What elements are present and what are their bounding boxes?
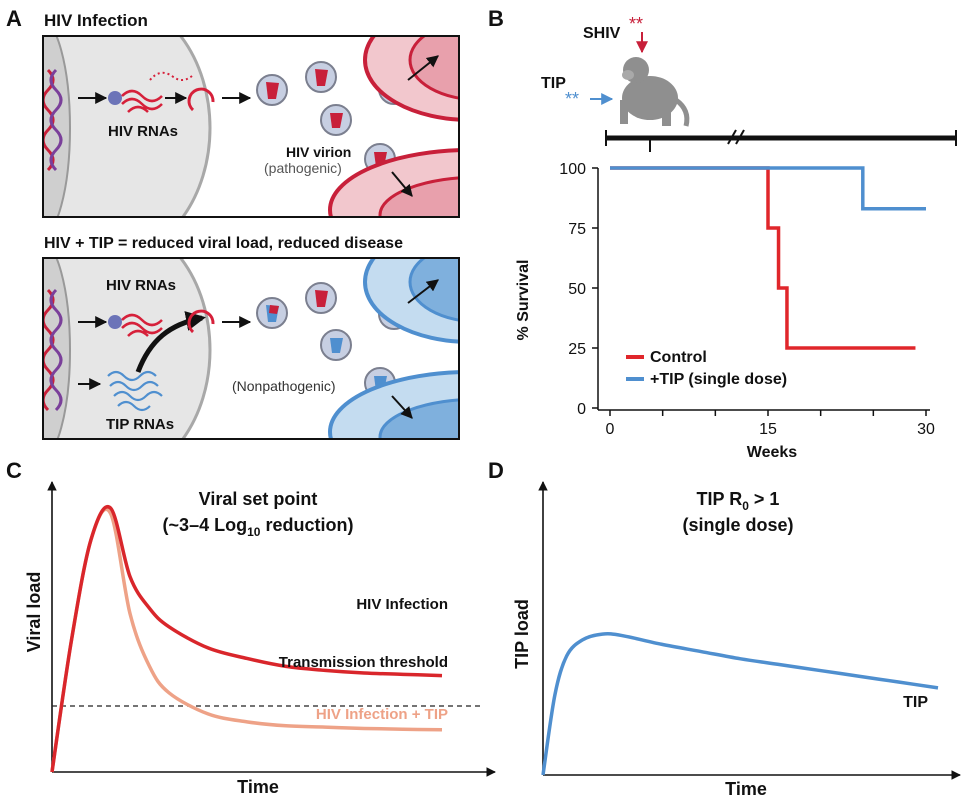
- tip-y-label: TIP load: [512, 599, 532, 669]
- ribosome-icon: [108, 91, 122, 105]
- tip-series-0: [541, 632, 939, 776]
- tip-series-label: TIP: [903, 694, 928, 711]
- legend-label: Control: [650, 349, 707, 366]
- arrow-icon: [407, 55, 439, 81]
- legend-label: +TIP (single dose): [650, 371, 787, 388]
- tip-dose-label: TIP: [541, 75, 566, 92]
- y-tick-label: 0: [577, 401, 586, 418]
- macaque-icon: [620, 57, 690, 127]
- panel-c-title-line2: (~3–4 Log10 reduction): [163, 515, 354, 539]
- axis-break-icon: [727, 129, 737, 145]
- panel-a-bottom-frame: [42, 257, 460, 440]
- panel-b-letter: B: [488, 6, 504, 31]
- tip-rna-icon: [107, 370, 163, 412]
- hiv-virion-icon: [256, 297, 288, 329]
- viral-x-label: Time: [237, 777, 279, 797]
- dna-strand: [49, 68, 63, 172]
- tip-load-chart: TIP Time TIP load: [512, 481, 961, 799]
- survival-y-label: % Survival: [515, 260, 532, 341]
- x-tick-label: 15: [759, 421, 777, 438]
- cell-membrane: [43, 258, 212, 439]
- viral-y-label: Viral load: [24, 572, 44, 653]
- budding-virion-icon: [187, 87, 215, 112]
- panel-d-title-line1: TIP R0 > 1: [697, 489, 780, 513]
- hiv-rna-icon: [121, 313, 163, 337]
- viral-load-chart: HIV Infection Transmission threshold HIV…: [24, 481, 496, 797]
- y-tick-label: 25: [568, 341, 586, 358]
- arrow-icon: [407, 279, 439, 304]
- panel-c-title-line1: Viral set point: [199, 489, 318, 509]
- arrow-icon: [391, 395, 413, 419]
- panel-d-letter: D: [488, 458, 504, 483]
- tip-x-label: Time: [725, 779, 767, 799]
- bottom-tip-rna-label: TIP RNAs: [106, 416, 174, 433]
- hiv-infection-series-label: HIV Infection: [356, 596, 448, 613]
- panel-a-top-frame: [42, 35, 460, 218]
- hiv-virion-icon: [256, 74, 288, 106]
- survival-chart: 0 25 50 75 100 0 15 30 Weeks % Survival Contro…: [515, 161, 935, 461]
- hiv-virion-icon: [320, 104, 352, 136]
- budding-virion-icon: [187, 309, 215, 334]
- top-virion-label: HIV virion: [286, 144, 351, 160]
- hiv-tip-series-label: HIV Infection + TIP: [316, 706, 448, 723]
- dna-strand: [43, 68, 55, 172]
- panel-a-top-scene: [43, 36, 459, 217]
- top-virion-sub-label: (pathogenic): [264, 160, 342, 176]
- hiv-virion-icon: [305, 282, 337, 314]
- dna-strand: [49, 288, 63, 412]
- ribosome-icon: [108, 315, 122, 329]
- x-tick-label: 0: [606, 421, 615, 438]
- viral-series-0: [50, 504, 443, 773]
- panel-d-title-line2: (single dose): [682, 515, 793, 535]
- shiv-asterisks-icon: **: [629, 14, 643, 34]
- survival-series-0: [610, 166, 916, 350]
- dna-strand: [43, 288, 55, 412]
- cell-membrane: [43, 36, 212, 217]
- panel-a-top-title: HIV Infection: [44, 11, 148, 30]
- x-tick-label: 30: [917, 421, 935, 438]
- transmission-threshold-label: Transmission threshold: [279, 654, 448, 671]
- hiv-rna-icon: [121, 89, 163, 113]
- hiv-virion-icon: [305, 61, 337, 93]
- tip-asterisks-icon: **: [565, 89, 579, 109]
- panel-a-bottom-title: HIV + TIP = reduced viral load, reduced …: [44, 235, 403, 252]
- panel-a-letter: A: [6, 6, 22, 31]
- arrow-icon: [391, 171, 413, 197]
- y-tick-label: 50: [568, 281, 586, 298]
- shiv-label: SHIV: [583, 25, 621, 42]
- panel-c-letter: C: [6, 458, 22, 483]
- bottom-hiv-rna-label: HIV RNAs: [106, 277, 176, 294]
- y-tick-label: 75: [568, 221, 586, 238]
- survival-x-label: Weeks: [747, 444, 798, 461]
- top-hiv-rna-label: HIV RNAs: [108, 123, 178, 140]
- y-tick-label: 100: [559, 161, 586, 178]
- hiv-rna-icon: [149, 71, 193, 81]
- panel-a-bottom-scene: [43, 258, 459, 439]
- bottom-virion-label: (Nonpathogenic): [232, 378, 336, 394]
- packaging-arrow-icon: [135, 311, 206, 373]
- survival-series-1: [610, 166, 926, 211]
- tip-virion-icon: [320, 329, 352, 361]
